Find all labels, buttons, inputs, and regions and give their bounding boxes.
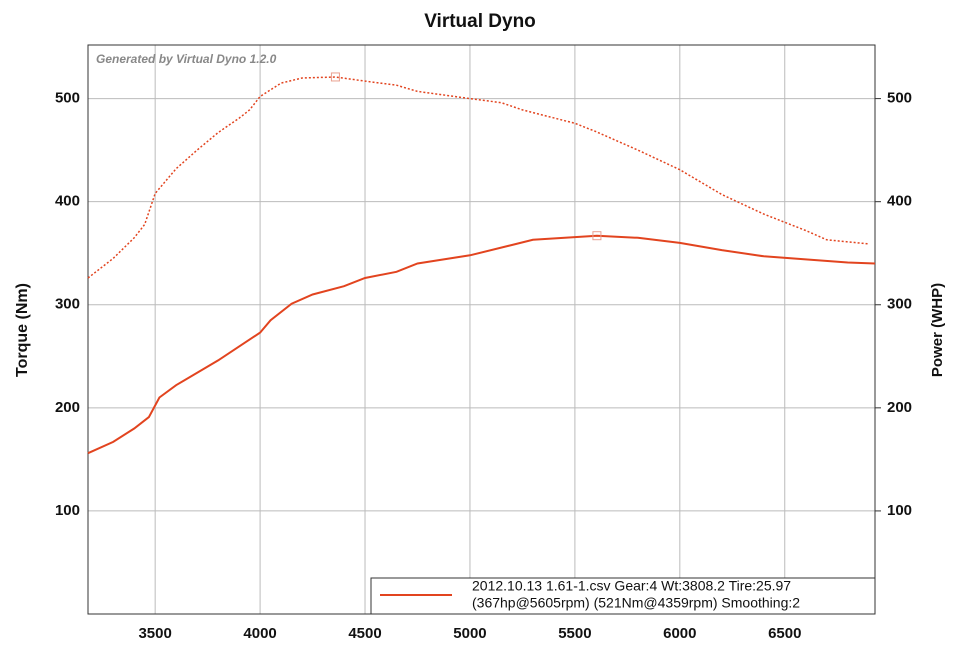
data-line [87, 76, 869, 279]
y-tick-label: 300 [55, 296, 80, 313]
chart-title: Virtual Dyno [424, 11, 536, 32]
plot-area [88, 45, 875, 614]
y-tick-label: 400 [55, 193, 80, 210]
x-tick-label: 4500 [348, 625, 381, 642]
x-tick-label: 3500 [138, 625, 171, 642]
peak-marker [592, 231, 602, 241]
legend-text: (367hp@5605rpm) (521Nm@4359rpm) Smoothin… [472, 595, 800, 611]
y-axis-label: Torque (Nm) [14, 283, 31, 377]
legend-box [370, 577, 876, 615]
y-tick-label: 500 [55, 90, 80, 107]
annotation: Generated by Virtual Dyno 1.2.0 [96, 52, 277, 66]
y2-tick-label: 400 [887, 193, 912, 210]
x-tick-label: 6000 [663, 625, 696, 642]
peak-marker [330, 72, 340, 82]
y2-axis-label: Power (WHP) [929, 283, 946, 377]
y2-tick-label: 100 [887, 502, 912, 519]
y2-tick-label: 500 [887, 90, 912, 107]
data-line [87, 234, 876, 455]
y2-tick-label: 300 [887, 296, 912, 313]
x-tick-label: 4000 [243, 625, 276, 642]
x-tick-label: 5000 [453, 625, 486, 642]
x-tick-label: 5500 [558, 625, 591, 642]
y2-tick-label: 200 [887, 399, 912, 416]
legend-text: 2012.10.13 1.61-1.csv Gear:4 Wt:3808.2 T… [472, 578, 791, 594]
x-tick-label: 6500 [768, 625, 801, 642]
y-tick-label: 200 [55, 399, 80, 416]
y-tick-label: 100 [55, 502, 80, 519]
